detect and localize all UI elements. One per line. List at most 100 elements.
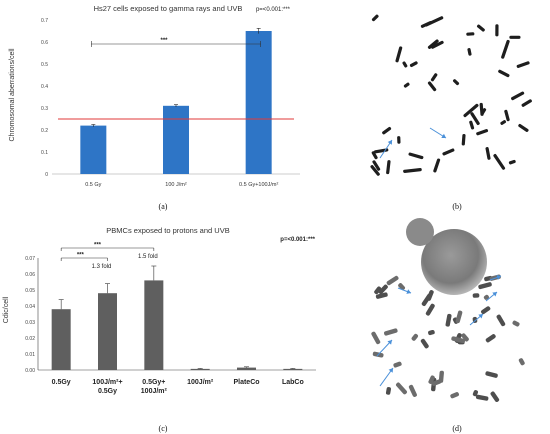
chromosome — [378, 284, 388, 295]
fold-change-label: 1.5 fold — [138, 254, 158, 260]
bar — [144, 280, 164, 370]
bar — [245, 31, 272, 174]
chart-a-category-labels: 0.5 Gy 100 J/m² 0.5 Gy+100J/m² — [85, 182, 278, 188]
chromosome — [521, 99, 532, 107]
chromosome — [371, 14, 379, 22]
chromosome — [373, 148, 389, 154]
panel-label-b: (b) — [452, 202, 462, 211]
chart-c-bars: *** 1.3 fold *** 1.5 fold — [51, 243, 303, 370]
nucleus-fragment — [406, 218, 434, 246]
chromosome — [420, 338, 429, 349]
chromosome — [451, 336, 466, 344]
chart-a-ylabel: Chromosomal aberrations/cell — [9, 48, 16, 141]
chart-c-category-labels: 0.5Gy 100J/m²+ 0.5Gy 0.5Gy+ 100J/m² 100J/m² Pl… — [52, 379, 304, 395]
chromosome — [402, 61, 408, 68]
bar — [51, 309, 71, 370]
chart-a-title: Hs27 cells exposed to gamma rays and UVB — [94, 4, 243, 13]
chromosome — [386, 160, 391, 175]
chromosome — [371, 151, 378, 160]
chart-a-bars: *** — [58, 28, 294, 174]
chromosome-image-b: (b) — [370, 14, 532, 211]
chromosome — [483, 294, 489, 300]
chart-c-ylabel: Cdic/cell — [3, 296, 10, 323]
y-tick-label: 0.1 — [41, 150, 48, 156]
chromosome — [428, 375, 435, 384]
chromosome — [398, 283, 406, 291]
category-label: 100 J/m² — [165, 182, 187, 188]
y-tick-label: 0 — [45, 172, 48, 178]
y-tick-label: 0.00 — [25, 368, 35, 374]
chromosome — [467, 48, 472, 56]
y-tick-label: 0.01 — [25, 352, 35, 358]
y-tick-label: 0.7 — [41, 18, 48, 24]
chromosome — [455, 310, 463, 324]
chromosome — [442, 148, 455, 156]
bar — [163, 105, 189, 174]
chromosome — [463, 103, 479, 118]
chromosome — [386, 275, 399, 286]
chromosome — [472, 293, 480, 298]
y-tick-label: 0.6 — [41, 40, 48, 46]
chromosome-image-d: (d) — [371, 218, 525, 433]
chromosome — [408, 384, 417, 397]
category-label: 0.5Gy — [52, 379, 71, 386]
chromosome — [428, 329, 435, 336]
category-label: PlateCo — [233, 379, 259, 386]
chromosome — [461, 133, 466, 146]
chromosome — [421, 293, 432, 307]
chromosome — [509, 35, 521, 39]
chromosome — [393, 361, 402, 368]
bar — [237, 367, 256, 370]
chromosome — [397, 136, 401, 144]
chromosome — [445, 313, 452, 327]
category-label: 100J/m² — [141, 388, 168, 395]
category-label: 0.5 Gy — [85, 182, 101, 188]
chart-a-pvalue: p=<0.001:*** — [256, 7, 291, 13]
chromosome — [408, 152, 424, 160]
chromosome — [403, 82, 410, 88]
chart-c-pvalue: p=<0.001:*** — [280, 237, 315, 243]
chromosome — [481, 306, 491, 315]
category-label: 0.5 Gy+100J/m² — [239, 182, 278, 188]
y-tick-label: 0.06 — [25, 272, 35, 278]
chromosome — [466, 32, 475, 36]
chromosome — [485, 334, 496, 343]
chromosome — [372, 160, 381, 171]
chromosome — [478, 282, 492, 290]
bar — [80, 125, 107, 174]
chromosome — [370, 165, 380, 176]
y-tick-label: 0.07 — [25, 256, 35, 262]
bar — [98, 293, 117, 370]
chromosome — [371, 331, 381, 345]
chromosome — [485, 147, 491, 160]
chromosome — [385, 387, 392, 395]
arrow-icon — [376, 275, 502, 387]
significance-stars: *** — [94, 243, 102, 249]
chromosome — [476, 129, 489, 136]
chromosome — [375, 292, 388, 299]
chromosome — [511, 91, 525, 101]
chart-c: PBMCs exposed to protons and UVB p=<0.00… — [3, 226, 316, 433]
chromosome — [512, 320, 520, 327]
chromosome — [518, 358, 525, 366]
chromosome — [461, 333, 469, 342]
chromosome — [495, 24, 499, 37]
y-tick-label: 0.05 — [25, 288, 35, 294]
chromosome — [453, 79, 460, 86]
chromosome — [493, 154, 506, 170]
chromosome — [469, 120, 475, 130]
y-tick-label: 0.04 — [25, 304, 35, 310]
y-tick-label: 0.4 — [41, 84, 48, 90]
chromosome — [427, 81, 437, 92]
chromosome — [430, 73, 438, 82]
chart-c-axis: 0.00 0.01 0.02 0.03 0.04 0.05 0.06 0.07 — [25, 256, 316, 374]
category-label: 100J/m² — [187, 379, 214, 386]
fold-change-label: 1.3 fold — [92, 264, 112, 270]
significance-stars: *** — [77, 253, 85, 259]
chromosome — [498, 69, 510, 78]
category-label: LabCo — [282, 379, 304, 386]
chromosome — [496, 314, 506, 327]
significance-stars: *** — [160, 38, 168, 44]
chromosome — [430, 40, 444, 49]
chromosome — [395, 382, 407, 395]
